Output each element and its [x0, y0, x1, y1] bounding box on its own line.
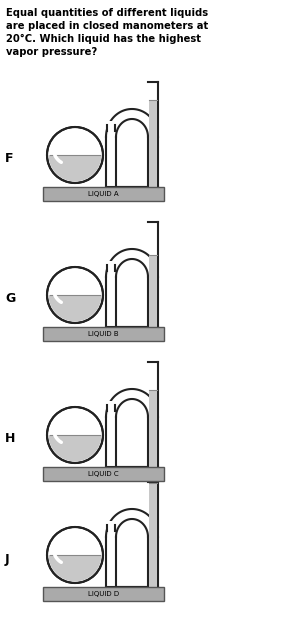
Bar: [43, 327, 164, 341]
Text: are placed in closed manometers at: are placed in closed manometers at: [6, 21, 208, 31]
Text: LIQUID A: LIQUID A: [88, 191, 119, 197]
Text: J: J: [5, 552, 10, 565]
Wedge shape: [48, 555, 101, 581]
Text: H: H: [5, 433, 15, 445]
Wedge shape: [48, 435, 101, 462]
Text: LIQUID C: LIQUID C: [88, 471, 119, 477]
Wedge shape: [48, 155, 101, 182]
Text: 20°C. Which liquid has the highest: 20°C. Which liquid has the highest: [6, 34, 201, 44]
Text: LIQUID D: LIQUID D: [88, 591, 119, 597]
Bar: [43, 467, 164, 481]
Circle shape: [47, 267, 103, 323]
Text: vapor pressure?: vapor pressure?: [6, 47, 97, 57]
Text: F: F: [5, 152, 14, 165]
Wedge shape: [48, 295, 101, 321]
Bar: [43, 587, 164, 601]
Circle shape: [47, 127, 103, 183]
Bar: [107, 261, 115, 271]
Bar: [107, 401, 115, 411]
Text: Equal quantities of different liquids: Equal quantities of different liquids: [6, 8, 208, 18]
Circle shape: [47, 527, 103, 583]
Text: LIQUID B: LIQUID B: [88, 331, 119, 337]
Bar: [107, 121, 115, 131]
Bar: [107, 521, 115, 531]
Circle shape: [47, 407, 103, 463]
Bar: [43, 187, 164, 201]
Text: G: G: [5, 292, 15, 306]
